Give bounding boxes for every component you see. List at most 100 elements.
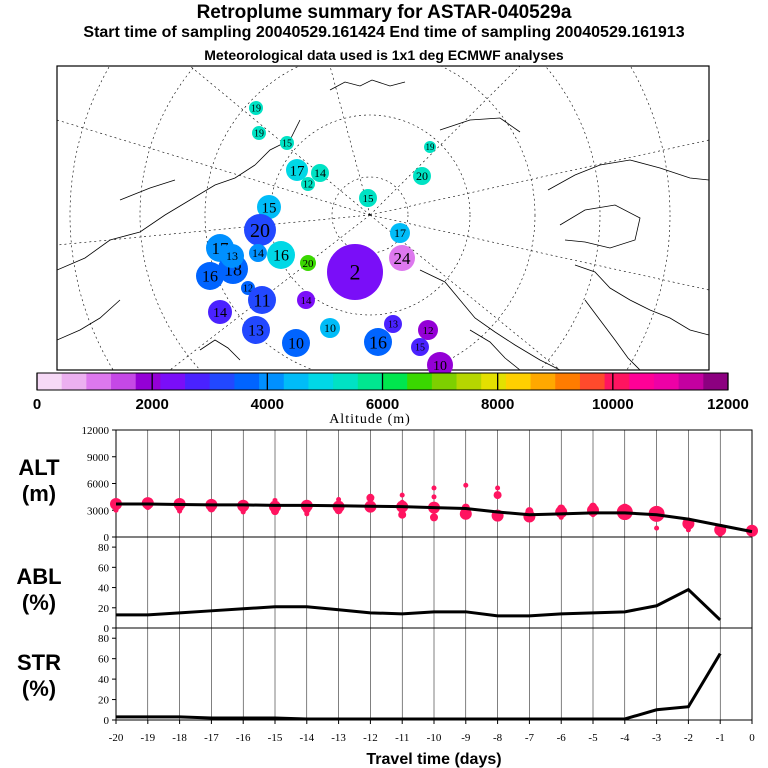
- x-tick-label: -5: [588, 732, 598, 744]
- plume-dot: [297, 291, 315, 309]
- plume-dot: [257, 195, 281, 219]
- colorbar-swatch: [703, 373, 729, 390]
- x-tick-label: -7: [525, 732, 535, 744]
- colorbar-label: Altitude (m): [329, 412, 411, 427]
- map-plume-marker: 14: [208, 300, 232, 324]
- alt-point: [459, 507, 472, 520]
- colorbar-swatch: [234, 373, 260, 390]
- y-tick-label: 12000: [82, 425, 110, 437]
- plume-dot: [390, 223, 410, 243]
- plume-dot: [196, 262, 224, 290]
- colorbar-tick-label: 0: [33, 396, 41, 413]
- x-tick-label: -20: [109, 732, 124, 744]
- alt-point: [495, 485, 501, 491]
- alt-point: [589, 502, 597, 511]
- coastlines: [57, 79, 709, 370]
- plume-dot: [364, 328, 392, 356]
- sampling-times: Start time of sampling 20040529.161424 E…: [83, 24, 685, 41]
- alt-point: [493, 491, 502, 500]
- colorbar-swatch: [431, 373, 457, 390]
- alt-point: [717, 531, 723, 537]
- alt-median-line: [116, 502, 753, 534]
- map-label-6: 12: [303, 180, 313, 191]
- map-plume-marker: 20: [413, 167, 431, 185]
- map-plume-marker: 15: [280, 136, 294, 150]
- colorbar-swatch: [653, 373, 680, 390]
- map-label-16: 13: [226, 249, 238, 263]
- alt-point: [398, 510, 407, 519]
- map-label-32: 14: [301, 295, 313, 307]
- alt-point: [558, 514, 564, 520]
- plume-dot: [320, 318, 340, 338]
- map-plume-marker: 12: [418, 320, 438, 340]
- map-plume-marker: 24: [389, 245, 415, 271]
- x-tick-label: -16: [236, 732, 251, 744]
- colorbar-swatch: [629, 373, 655, 390]
- plume-dot: [413, 167, 431, 185]
- alt-point: [463, 482, 469, 488]
- map-label-9: 15: [262, 200, 277, 216]
- map-label-25: 10: [288, 336, 304, 353]
- colorbar-swatch: [333, 373, 359, 390]
- alt-point: [271, 507, 279, 516]
- map-label-11: 17: [394, 226, 406, 240]
- map-label-0: 19: [251, 104, 261, 115]
- x-tick-label: -18: [172, 732, 187, 744]
- map-plume-marker: 10: [282, 329, 310, 357]
- panel-ylabel-name: ALT: [18, 455, 60, 480]
- colorbar-swatch: [185, 373, 211, 390]
- alt-point: [367, 507, 373, 513]
- y-tick-label: 40: [98, 674, 110, 686]
- plume-dot: [359, 189, 377, 207]
- alt-point: [302, 505, 311, 514]
- colorbar-tick-label: 10000: [592, 396, 634, 413]
- plume-dot: [389, 245, 415, 271]
- map-plume-marker: 20: [300, 255, 316, 271]
- y-tick-label: 40: [98, 583, 110, 595]
- map-label-29: 12: [423, 325, 434, 337]
- x-tick-label: 0: [749, 732, 755, 744]
- map-plume-marker: 11: [248, 286, 276, 314]
- x-tick-label: -9: [461, 732, 471, 744]
- x-axis-label: Travel time (days): [366, 751, 501, 768]
- map-plume-marker: 19: [249, 101, 263, 115]
- colorbar-tick-label: 2000: [135, 396, 168, 413]
- plume-dot: [427, 352, 453, 378]
- plume-dot: [208, 300, 232, 324]
- alt-point: [334, 506, 343, 515]
- map-label-14: 16: [202, 269, 218, 286]
- colorbar-swatch: [160, 373, 186, 390]
- plume-dot: [327, 244, 383, 300]
- map-label-8: 15: [363, 193, 375, 205]
- panel-ylabel-unit: (%): [22, 590, 56, 615]
- alt-point: [685, 527, 691, 533]
- map-label-2: 15: [282, 139, 292, 150]
- plume-dot: [244, 214, 276, 246]
- colorbar-swatch: [604, 373, 630, 390]
- alt-point: [113, 507, 119, 513]
- x-tick-label: -15: [268, 732, 283, 744]
- plume-dot: [248, 286, 276, 314]
- plume-dot: [249, 101, 263, 115]
- map-plume-marker: 13: [242, 316, 270, 344]
- map-label-27: 16: [369, 332, 387, 352]
- series-line-2: [116, 652, 722, 721]
- colorbar-swatch: [135, 373, 161, 390]
- panel-ylabel-unit: (m): [22, 481, 56, 506]
- plume-dot: [282, 329, 310, 357]
- map-label-30: 15: [415, 343, 425, 354]
- colorbar-swatch: [61, 373, 87, 390]
- chart-title: Retroplume summary for ASTAR-040529a: [196, 2, 572, 23]
- colorbar-swatch: [259, 373, 285, 390]
- map-label-4: 17: [290, 163, 306, 179]
- colorbar-swatch: [382, 373, 408, 390]
- map-label-10: 20: [250, 220, 270, 242]
- map-plume-marker: 13: [220, 244, 244, 268]
- colorbar-swatch: [283, 373, 309, 390]
- x-tick-label: -1: [716, 732, 725, 744]
- y-tick-label: 20: [98, 603, 110, 615]
- alt-point: [177, 508, 183, 514]
- plume-dot: [249, 244, 267, 262]
